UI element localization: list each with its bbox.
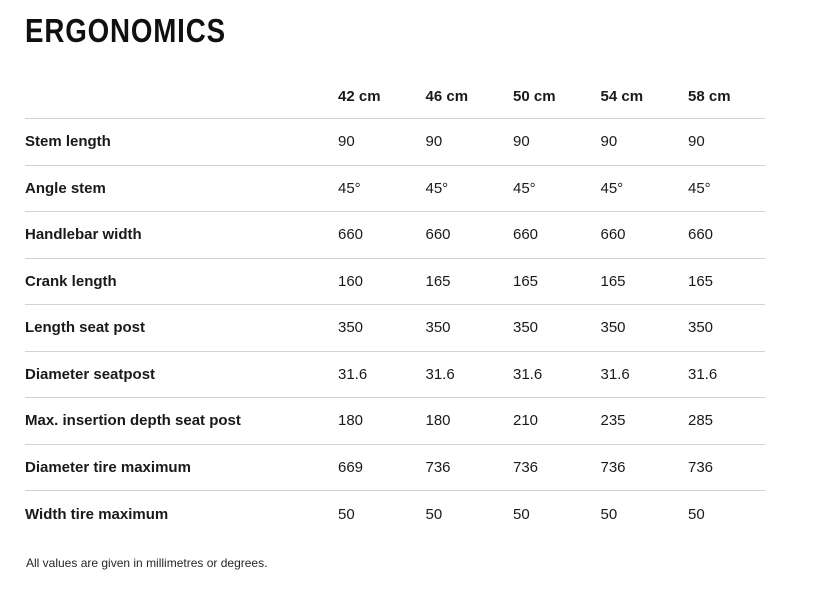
table-row: Crank length 160 165 165 165 165 [25, 258, 765, 305]
cell-value: 45° [338, 179, 361, 197]
table-row: Handlebar width 660 660 660 660 660 [25, 211, 765, 259]
column-header-54cm: 54 cm [600, 87, 644, 105]
cell-value: 90 [600, 133, 618, 151]
column-header-42cm: 42 cm [338, 87, 381, 105]
table-row: Stem length 90 90 90 90 90 [25, 118, 765, 166]
row-label: Diameter tire maximum [25, 458, 191, 476]
cell-value: 180 [338, 412, 364, 430]
row-label: Length seat post [25, 319, 146, 337]
column-header-50cm: 50 cm [513, 87, 556, 105]
cell-value: 90 [338, 133, 355, 151]
cell-value: 50 [688, 505, 705, 523]
cell-value: 660 [513, 226, 539, 244]
ergonomics-table: 42 cm 46 cm 50 cm 54 cm 58 cm Stem lengt… [25, 74, 765, 537]
cell-value: 736 [600, 458, 626, 476]
cell-value: 31.6 [600, 365, 630, 383]
row-label: Crank length [25, 272, 117, 290]
row-label: Width tire maximum [25, 505, 169, 523]
cell-value: 50 [513, 505, 530, 523]
cell-value: 50 [425, 505, 443, 523]
cell-value: 45° [425, 179, 449, 197]
cell-value: 90 [425, 133, 443, 151]
table-row: Diameter tire maximum 669 736 736 736 73… [25, 444, 765, 491]
cell-value: 160 [338, 272, 364, 290]
table-header-row: 42 cm 46 cm 50 cm 54 cm 58 cm [25, 74, 765, 119]
cell-value: 50 [338, 505, 355, 523]
cell-value: 31.6 [513, 365, 543, 383]
cell-value: 90 [688, 133, 705, 151]
row-label: Diameter seatpost [25, 365, 156, 383]
cell-value: 165 [425, 272, 451, 290]
table-row: Angle stem 45° 45° 45° 45° 45° [25, 165, 765, 212]
cell-value: 350 [425, 319, 451, 337]
cell-value: 45° [600, 179, 624, 197]
cell-value: 165 [513, 272, 539, 290]
cell-value: 350 [600, 319, 626, 337]
table-body: Stem length 90 90 90 90 90 Angle stem 45… [25, 118, 765, 538]
cell-value: 45° [513, 179, 536, 197]
cell-value: 90 [513, 133, 530, 151]
cell-value: 285 [688, 412, 714, 430]
table-row: Max. insertion depth seat post 180 180 2… [25, 397, 765, 445]
cell-value: 350 [513, 319, 539, 337]
cell-value: 660 [425, 226, 451, 244]
cell-value: 660 [338, 226, 364, 244]
row-label: Max. insertion depth seat post [25, 412, 241, 430]
page-title: ERGONOMICS [25, 12, 226, 49]
cell-value: 210 [513, 412, 539, 430]
cell-value: 736 [513, 458, 539, 476]
table-header: 42 cm 46 cm 50 cm 54 cm 58 cm [25, 74, 765, 119]
cell-value: 350 [338, 319, 364, 337]
row-label: Stem length [25, 133, 111, 151]
row-label: Handlebar width [25, 226, 142, 244]
footnote: All values are given in millimetres or d… [26, 556, 268, 570]
cell-value: 31.6 [688, 365, 718, 383]
cell-value: 736 [688, 458, 714, 476]
cell-value: 235 [600, 412, 626, 430]
cell-value: 180 [425, 412, 451, 430]
table-row: Length seat post 350 350 350 350 350 [25, 304, 765, 352]
table-row: Width tire maximum 50 50 50 50 50 [25, 490, 765, 538]
column-header-46cm: 46 cm [425, 87, 469, 105]
cell-value: 31.6 [425, 365, 455, 383]
cell-value: 45° [688, 179, 711, 197]
column-header-58cm: 58 cm [688, 87, 731, 105]
cell-value: 660 [688, 226, 714, 244]
table-row: Diameter seatpost 31.6 31.6 31.6 31.6 31… [25, 351, 765, 398]
cell-value: 660 [600, 226, 626, 244]
header-corner [25, 74, 338, 119]
row-label: Angle stem [25, 179, 106, 197]
cell-value: 350 [688, 319, 714, 337]
cell-value: 31.6 [338, 365, 368, 383]
cell-value: 50 [600, 505, 618, 523]
cell-value: 165 [688, 272, 714, 290]
cell-value: 165 [600, 272, 626, 290]
cell-value: 736 [425, 458, 451, 476]
cell-value: 669 [338, 458, 364, 476]
